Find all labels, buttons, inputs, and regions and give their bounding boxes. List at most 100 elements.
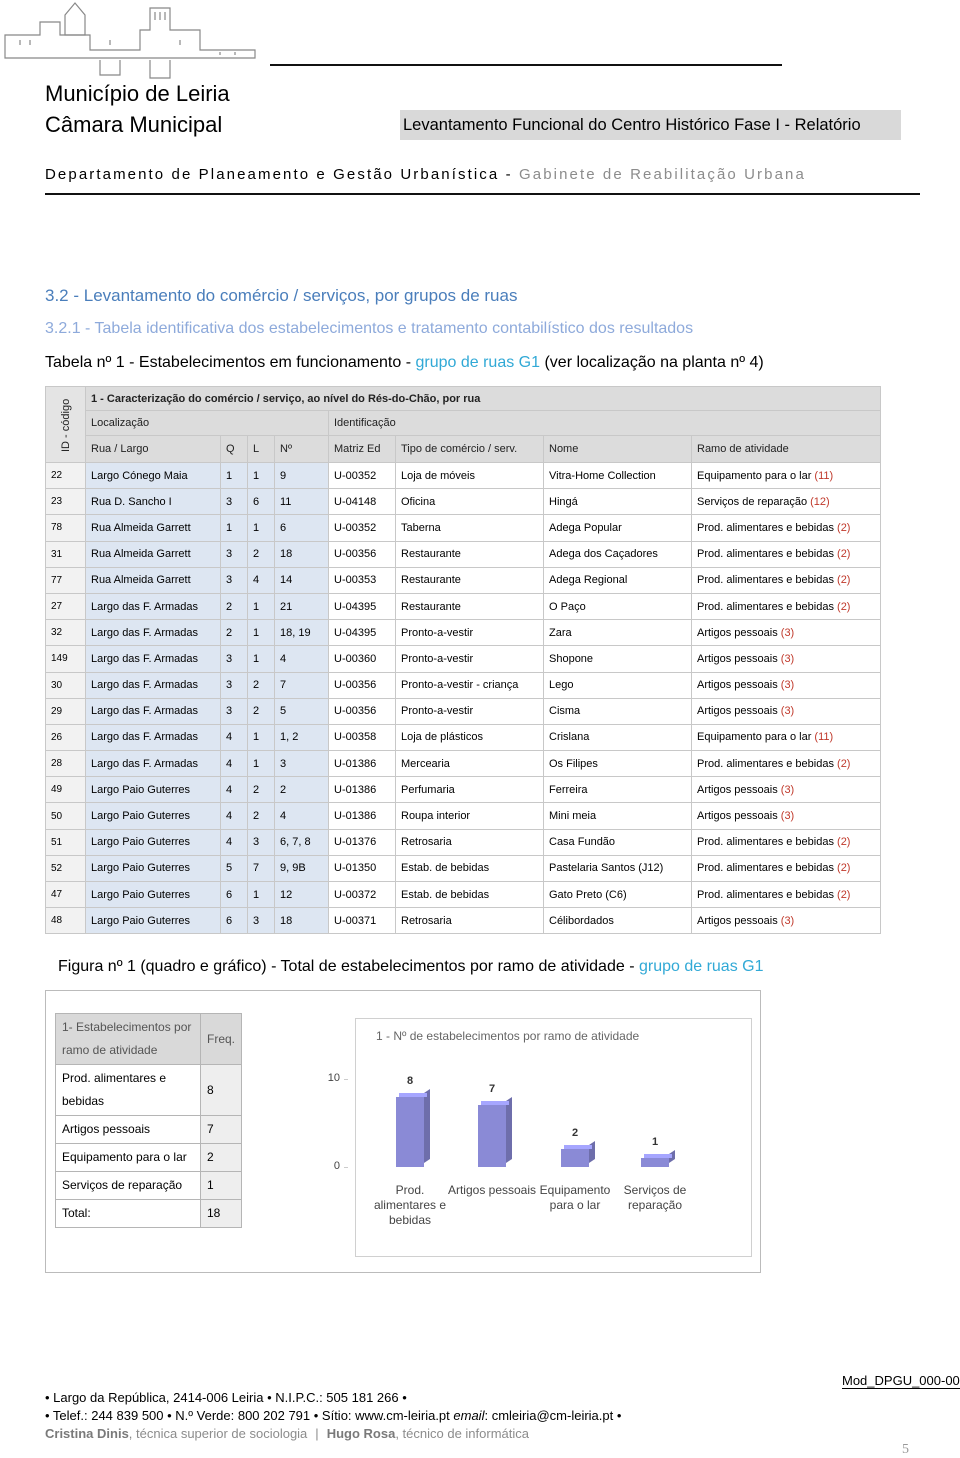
table-cell: 9, 9B (274, 854, 329, 883)
table-cell: 2 (247, 776, 275, 804)
table-cell: Largo Cónego Maia (85, 461, 221, 490)
table-cell: Shopone (543, 645, 692, 673)
table-cell: 3 (220, 671, 248, 699)
table-cell: 18, 19 (274, 619, 329, 647)
table-cell: Retrosaria (395, 828, 544, 856)
table-cell: 1 (220, 514, 248, 542)
freq-category: Prod. alimentares e bebidas (55, 1064, 201, 1116)
table-cell: Largo Paio Guterres (85, 802, 221, 830)
table-cell: Célibordados (543, 907, 692, 935)
table-cell: 29 (45, 697, 86, 725)
logo (4, 2, 256, 79)
table-cell: Lego (543, 671, 692, 699)
activity-code: (3) (780, 626, 795, 639)
table-cell: Largo das F. Armadas (85, 671, 221, 699)
table-cell: U-04148 (328, 488, 396, 516)
table-cell: 4 (247, 566, 275, 594)
table-cell: 3 (274, 750, 329, 778)
table-cell: 2 (220, 619, 248, 647)
table-cell: Cisma (543, 697, 692, 725)
freq-value: 8 (200, 1064, 242, 1116)
table-cell: 12 (274, 880, 329, 909)
table-cell: U-04395 (328, 592, 396, 621)
table-cell: 49 (45, 776, 86, 804)
table-row: 31 Rua Almeida Garrett 3 2 18 U-00356 Restaura… (45, 540, 882, 568)
table-row: 27 Largo das F. Armadas 2 1 21 U-04395 Restaur… (45, 592, 882, 621)
table-cell: U-00372 (328, 880, 396, 909)
activity: Equipamento para o lar (697, 469, 812, 482)
table-row: 78 Rua Almeida Garrett 1 1 6 U-00352 Taberna Ad… (45, 514, 882, 542)
activity-cell: Prod. alimentares e bebidas (2) (690, 514, 882, 542)
table-cell: Pronto-a-vestir (395, 697, 544, 725)
activity-code: (3) (780, 783, 795, 796)
activity-code: (2) (837, 574, 851, 587)
activity-code: (11) (814, 731, 834, 744)
table-cell: 51 (45, 828, 86, 856)
table-cell: 14 (274, 566, 329, 594)
activity-cell: Artigos pessoais (3) (690, 671, 882, 699)
contacts-line: • Telef.: 244 839 500 • N.º Verde: 800 2… (45, 1408, 621, 1423)
table-cell: 1 (247, 514, 275, 542)
table-cell: Roupa interior (395, 802, 544, 830)
activity-code: (3) (780, 810, 795, 823)
table-cell: 7 (247, 854, 275, 883)
freq-row: Total: 18 (55, 1199, 242, 1228)
table-cell: U-01386 (328, 776, 396, 804)
activity-cell: Prod. alimentares e bebidas (2) (690, 750, 882, 778)
table-cell: 3 (247, 907, 275, 935)
table-cell: 2 (220, 592, 248, 621)
credit-role: , técnica superior de sociologia (128, 1426, 308, 1441)
table-cell: 5 (274, 697, 329, 725)
activity: Prod. alimentares e bebidas (697, 574, 834, 587)
table-cell: 1 (247, 645, 275, 673)
activity-cell: Equipamento para o lar (11) (690, 461, 882, 490)
table-cell: Rua D. Sancho I (85, 488, 221, 516)
table-cell: 1 (220, 461, 248, 490)
table-cell: Os Filipes (543, 750, 692, 778)
table-cell: U-00356 (328, 671, 396, 699)
table-cell: 2 (247, 540, 275, 568)
table-cell: 2 (274, 776, 329, 804)
table-cell: 30 (45, 671, 86, 699)
activity-cell: Artigos pessoais (3) (690, 645, 882, 673)
table-cell: 21 (274, 592, 329, 621)
table-cell: 1 (247, 461, 275, 490)
table-cell: 6 (274, 514, 329, 542)
table-cell: Largo das F. Armadas (85, 592, 221, 621)
report-title: Levantamento Funcional do Centro Históri… (403, 116, 861, 134)
activity: Artigos pessoais (697, 810, 778, 823)
table-cell: U-00358 (328, 723, 396, 752)
activity: Prod. alimentares e bebidas (697, 521, 834, 534)
credit-role: , técnico de informática (395, 1426, 529, 1441)
activity: Artigos pessoais (697, 626, 778, 639)
department-rule (45, 193, 920, 195)
table-cell: Largo Paio Guterres (85, 880, 221, 909)
table-cell: 4 (220, 802, 248, 830)
activity: Serviços de reparação (697, 495, 808, 508)
freq-value: 1 (200, 1171, 242, 1200)
frequency-table: 1- Estabelecimentos por ramo de atividad… (55, 1013, 242, 1228)
table-cell: 28 (45, 750, 86, 778)
freq-row: Prod. alimentares e bebidas 8 (55, 1064, 242, 1116)
table-cell: 1 (247, 723, 275, 752)
activity-cell: Prod. alimentares e bebidas (2) (690, 828, 882, 856)
table-cell: U-00371 (328, 907, 396, 935)
contacts: • Telef.: 244 839 500 • N.º Verde: 800 2… (45, 1408, 454, 1423)
table-row: 29 Largo das F. Armadas 3 2 5 U-00356 Pronto-a… (45, 697, 882, 725)
table-cell: U-00352 (328, 514, 396, 542)
page-number: 5 (902, 1442, 909, 1457)
table-cell: U-00356 (328, 697, 396, 725)
table-cell: Largo das F. Armadas (85, 750, 221, 778)
table-cell: 26 (45, 723, 86, 752)
activity-cell: Prod. alimentares e bebidas (2) (690, 854, 882, 883)
caption-suffix: (ver localização na planta nº 4) (540, 354, 764, 371)
activity-cell: Prod. alimentares e bebidas (2) (690, 592, 882, 621)
activity-code: (2) (837, 600, 851, 613)
table-cell: 1 (247, 619, 275, 647)
table-cell: U-00352 (328, 461, 396, 490)
activity-cell: Serviços de reparação (12) (690, 488, 882, 516)
activity-code: (3) (780, 914, 795, 927)
table-row: 50 Largo Paio Guterres 4 2 4 U-01386 Roupa int… (45, 802, 882, 830)
table-cell: U-01386 (328, 750, 396, 778)
table-cell: Estab. de bebidas (395, 880, 544, 909)
